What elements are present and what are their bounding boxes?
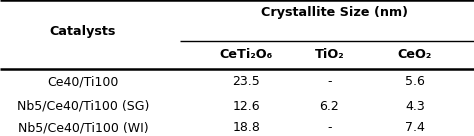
Text: Catalysts: Catalysts (50, 25, 116, 38)
Text: 12.6: 12.6 (233, 100, 260, 113)
Text: CeTi₂O₆: CeTi₂O₆ (220, 48, 273, 61)
Text: Nb5/Ce40/Ti100 (SG): Nb5/Ce40/Ti100 (SG) (17, 100, 149, 113)
Text: 5.6: 5.6 (405, 75, 425, 88)
Text: 7.4: 7.4 (405, 121, 425, 134)
Text: 23.5: 23.5 (233, 75, 260, 88)
Text: 6.2: 6.2 (319, 100, 339, 113)
Text: -: - (327, 121, 332, 134)
Text: Crystallite Size (nm): Crystallite Size (nm) (261, 6, 408, 19)
Text: CeO₂: CeO₂ (398, 48, 432, 61)
Text: TiO₂: TiO₂ (315, 48, 344, 61)
Text: 4.3: 4.3 (405, 100, 425, 113)
Text: Ce40/Ti100: Ce40/Ti100 (47, 75, 118, 88)
Text: 18.8: 18.8 (233, 121, 260, 134)
Text: -: - (327, 75, 332, 88)
Text: Nb5/Ce40/Ti100 (WI): Nb5/Ce40/Ti100 (WI) (18, 121, 148, 134)
